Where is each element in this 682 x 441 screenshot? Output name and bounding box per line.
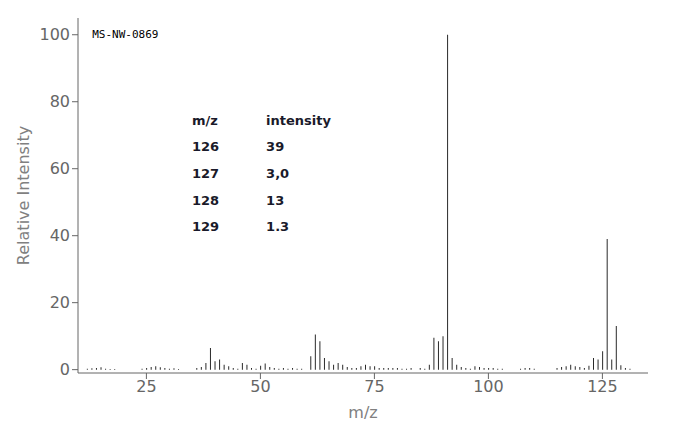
html-text:1.3: 1.3 — [266, 219, 290, 235]
svg-text:75: 75 — [364, 377, 384, 396]
svg-text:80: 80 — [50, 92, 70, 111]
html-text:m/z: m/z — [192, 112, 218, 128]
svg-text:125: 125 — [587, 377, 618, 396]
html-text:13: 13 — [266, 192, 285, 208]
svg-text:50: 50 — [250, 377, 270, 396]
svg-text:100: 100 — [473, 377, 504, 396]
svg-text:25: 25 — [136, 377, 156, 396]
html-text:intensity: intensity — [266, 112, 331, 128]
html-text:39: 39 — [266, 139, 285, 155]
html-text:127: 127 — [192, 166, 220, 182]
html-text:MS-NW-0869: MS-NW-0869 — [92, 27, 159, 41]
html-text:128: 128 — [192, 192, 220, 208]
svg-text:40: 40 — [50, 226, 70, 245]
svg-text:m/z: m/z — [348, 403, 377, 422]
svg-text:Relative Intensity: Relative Intensity — [14, 126, 33, 265]
svg-text:60: 60 — [50, 159, 70, 178]
svg-text:100: 100 — [39, 25, 70, 44]
html-text:126: 126 — [192, 139, 220, 155]
svg-text:20: 20 — [50, 293, 70, 312]
svg-text:0: 0 — [60, 360, 70, 379]
html-text:129: 129 — [192, 219, 220, 235]
html-text:3,0: 3,0 — [266, 166, 290, 182]
